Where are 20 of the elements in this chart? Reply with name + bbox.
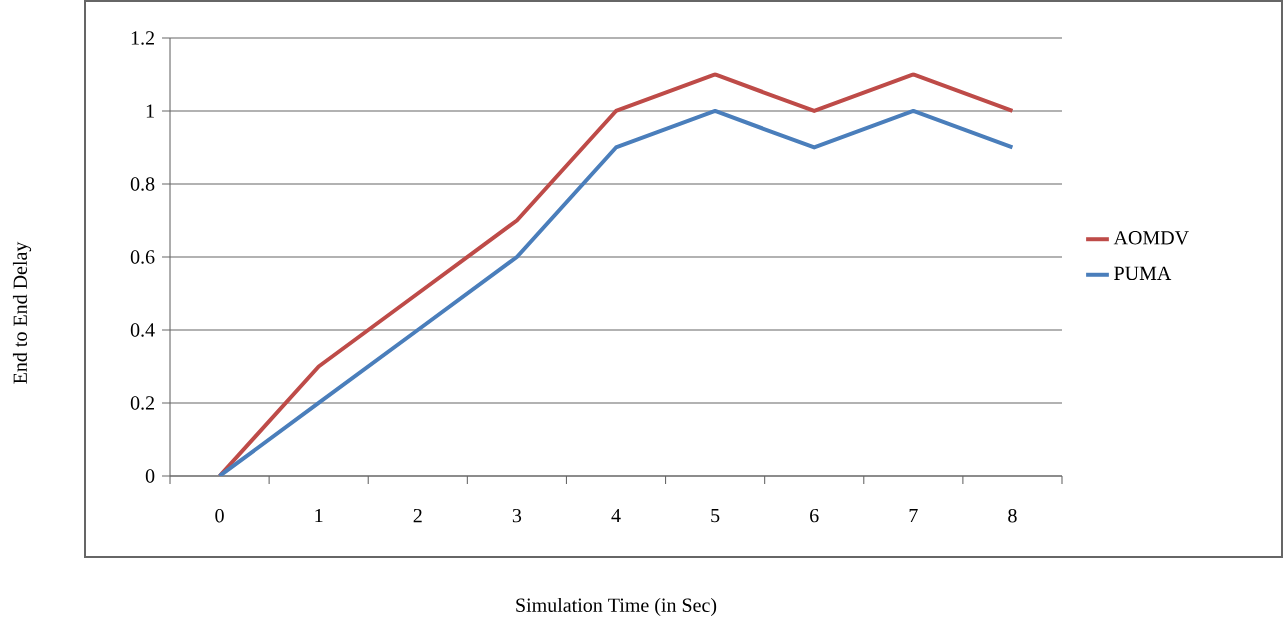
x-tick-label: 4 [611,508,621,523]
legend-label: AOMDV [1113,231,1189,245]
x-tick-label: 2 [413,508,422,523]
y-tick-label: 1.2 [131,31,154,45]
y-tick-label: 1 [146,104,154,118]
y-axis-title: End to End Delay [12,241,32,384]
legend-label: PUMA [1114,266,1172,281]
x-axis-title: Simulation Time (in Sec) [516,597,717,617]
x-tick-label: 3 [512,508,522,523]
y-tick-label: 0.2 [130,396,154,410]
x-tick-label: 1 [315,508,323,523]
y-tick-label: 0.4 [130,323,155,337]
x-tick-label: 5 [711,508,720,523]
y-tick-label: 0.8 [130,177,155,191]
x-tick-label: 0 [215,508,224,523]
y-tick-label: 0.6 [130,250,155,264]
x-tick-label: 6 [810,508,819,523]
x-tick-label: 7 [909,508,918,523]
x-tick-label: 8 [1008,508,1017,523]
y-tick-label: 0 [145,469,155,483]
